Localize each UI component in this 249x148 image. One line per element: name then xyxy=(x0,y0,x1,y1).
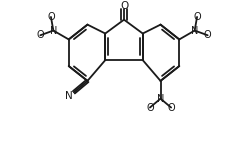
Text: N: N xyxy=(157,94,164,104)
Text: O: O xyxy=(120,1,128,11)
Text: O: O xyxy=(204,30,211,40)
Text: O: O xyxy=(37,30,44,40)
Text: N: N xyxy=(65,91,73,101)
Text: O: O xyxy=(146,103,154,112)
Text: N: N xyxy=(191,26,198,36)
Text: N: N xyxy=(50,26,57,36)
Text: O: O xyxy=(47,12,55,22)
Text: O: O xyxy=(193,12,201,22)
Text: O: O xyxy=(167,103,175,112)
